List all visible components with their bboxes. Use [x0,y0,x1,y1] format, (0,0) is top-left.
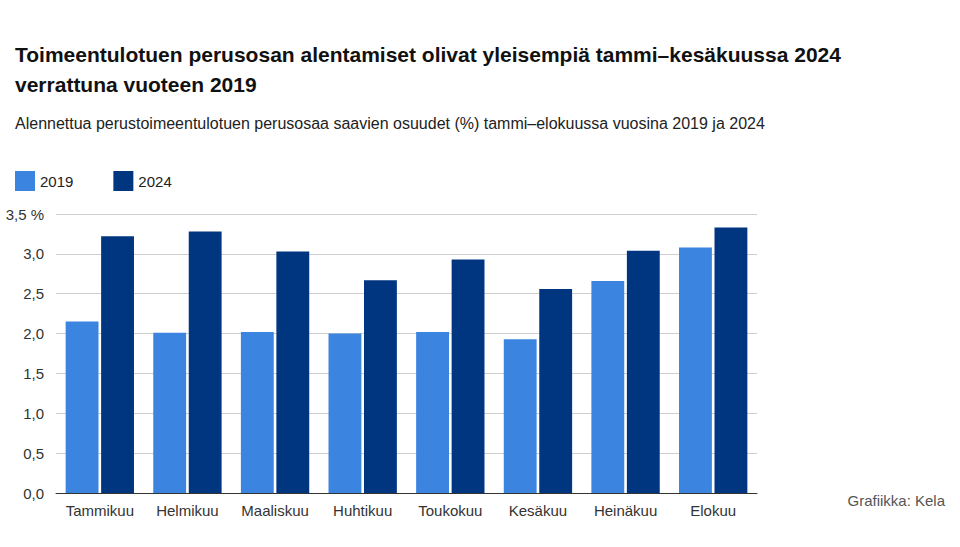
svg-text:Helmikuu: Helmikuu [156,502,219,519]
svg-text:Toimeentulotuen perusosan alen: Toimeentulotuen perusosan alentamiset ol… [15,43,847,66]
svg-text:Huhtikuu: Huhtikuu [333,502,392,519]
svg-text:3,5 %: 3,5 % [6,206,44,223]
svg-text:2,0: 2,0 [23,325,44,342]
svg-text:Toukokuu: Toukokuu [418,502,482,519]
svg-text:verrattuna vuoteen 2019: verrattuna vuoteen 2019 [15,73,257,96]
svg-text:2,5: 2,5 [23,285,44,302]
svg-text:1,0: 1,0 [23,405,44,422]
svg-text:Grafiikka: Kela: Grafiikka: Kela [847,492,945,509]
svg-text:0,5: 0,5 [23,445,44,462]
svg-text:Tammikuu: Tammikuu [66,502,134,519]
svg-text:2024: 2024 [138,173,171,190]
svg-text:Maaliskuu: Maaliskuu [241,502,309,519]
svg-text:0,0: 0,0 [23,485,44,502]
svg-text:Elokuu: Elokuu [690,502,736,519]
svg-text:3,0: 3,0 [23,245,44,262]
svg-text:Alennettua perustoimeentulotue: Alennettua perustoimeentulotuen perusosa… [15,115,765,132]
svg-text:Heinäkuu: Heinäkuu [594,502,657,519]
svg-text:2019: 2019 [40,173,73,190]
svg-text:Kesäkuu: Kesäkuu [509,502,567,519]
svg-text:1,5: 1,5 [23,365,44,382]
